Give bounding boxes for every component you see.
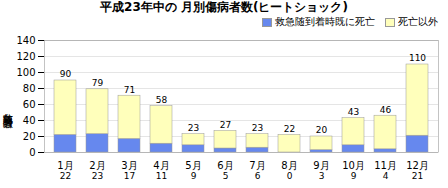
svg-text:11: 11 — [156, 171, 167, 181]
svg-text:58: 58 — [156, 95, 168, 105]
svg-text:43: 43 — [348, 107, 359, 117]
svg-text:3月: 3月 — [121, 160, 137, 171]
html-text:救急随要請者数: 救急随要請者数 — [2, 104, 13, 112]
svg-text:9: 9 — [351, 171, 357, 181]
html-text:救急随到着時既に死亡: 救急随到着時既に死亡 — [275, 16, 375, 27]
svg-text:71: 71 — [124, 85, 135, 95]
svg-text:46: 46 — [380, 105, 392, 115]
html-text:平成23年中の 月別傷病者数(ヒートショック): 平成23年中の 月別傷病者数(ヒートショック) — [100, 0, 348, 14]
svg-text:21: 21 — [412, 171, 423, 181]
svg-text:22: 22 — [60, 171, 71, 181]
svg-text:7月: 7月 — [249, 160, 265, 171]
svg-text:0: 0 — [29, 147, 35, 158]
svg-text:9: 9 — [191, 171, 197, 181]
svg-text:0: 0 — [287, 171, 293, 181]
svg-text:60: 60 — [23, 99, 36, 110]
svg-text:20: 20 — [23, 131, 36, 142]
svg-text:11月: 11月 — [374, 160, 397, 171]
svg-text:9月: 9月 — [313, 160, 329, 171]
html-text:死亡以外: 死亡以外 — [398, 16, 438, 27]
svg-text:110: 110 — [409, 53, 426, 63]
svg-text:5月: 5月 — [185, 160, 201, 171]
svg-text:140: 140 — [16, 35, 35, 46]
svg-text:10月: 10月 — [342, 160, 365, 171]
svg-text:20: 20 — [316, 125, 328, 135]
svg-text:4月: 4月 — [153, 160, 169, 171]
svg-text:6月: 6月 — [217, 160, 233, 171]
svg-text:3: 3 — [319, 171, 325, 181]
svg-text:2月: 2月 — [89, 160, 105, 171]
svg-text:23: 23 — [188, 123, 199, 133]
svg-text:23: 23 — [252, 123, 263, 133]
svg-text:8月: 8月 — [281, 160, 297, 171]
svg-text:23: 23 — [92, 171, 103, 181]
svg-text:17: 17 — [124, 171, 135, 181]
svg-text:5: 5 — [223, 171, 229, 181]
svg-text:90: 90 — [60, 69, 72, 79]
svg-text:4: 4 — [383, 171, 389, 181]
svg-text:12月: 12月 — [406, 160, 429, 171]
svg-text:1月: 1月 — [57, 160, 73, 171]
svg-text:79: 79 — [92, 78, 104, 88]
svg-text:120: 120 — [16, 51, 35, 62]
svg-text:100: 100 — [16, 67, 35, 78]
svg-text:40: 40 — [23, 115, 36, 126]
svg-text:6: 6 — [255, 171, 261, 181]
svg-text:27: 27 — [220, 120, 231, 130]
svg-text:22: 22 — [284, 124, 295, 134]
svg-text:80: 80 — [23, 83, 36, 94]
